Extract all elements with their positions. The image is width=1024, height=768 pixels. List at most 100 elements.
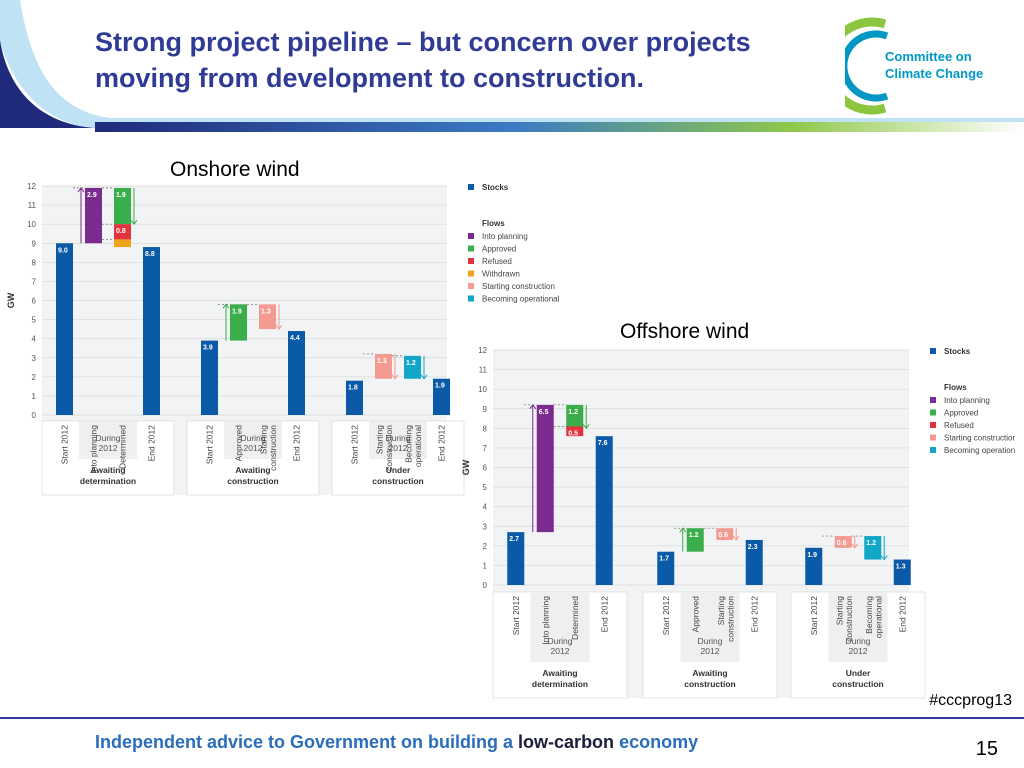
x-tick-label-line: End 2012 [292,425,302,462]
x-tick-label-line: construction [268,425,278,471]
x-tick-label: Start 2012 [809,596,819,635]
x-tick-label: End 2012 [292,425,302,462]
y-tick-label: 8 [32,258,37,267]
y-tick-label: 0 [483,581,488,590]
y-tick-label: 2 [32,373,37,382]
x-tick-label: End 2012 [437,425,447,462]
x-tick-label-line: Start 2012 [205,425,215,464]
legend-swatch [468,233,474,239]
group-name-label: Awaiting [90,465,125,475]
offshore-wind-chart: 0123456789101112GWDuring2012Awaitingdete… [461,346,1015,699]
tagline-part-3: economy [614,732,699,752]
during-band [79,421,137,459]
x-tick-label: Becomingoperational [404,425,424,467]
legend-swatch [930,447,936,453]
y-axis-label: GW [461,459,471,475]
stock-value-label: 1.8 [348,385,358,392]
stock-value-label: 8.8 [145,251,155,258]
x-tick-label-line: End 2012 [599,596,609,633]
x-tick-label-line: Start 2012 [809,596,819,635]
flow-value-label: 1.9 [232,308,242,315]
x-tick-label: End 2012 [599,596,609,633]
flow-arrowhead [851,543,859,549]
legend-item-label: Starting construction [482,282,555,291]
stock-value-label: 7.6 [598,440,608,447]
stock-value-label: 2.3 [748,544,758,551]
onshore-wind-chart: 0123456789101112GWDuring2012Awaitingdete… [6,182,560,496]
flow-value-label: 1.3 [377,358,387,365]
x-tick-label: Start 2012 [661,596,671,635]
group-during-label: During [95,433,120,443]
stock-bar [507,532,525,585]
flow-value-label: 1.9 [116,192,126,199]
y-tick-label: 6 [32,297,37,306]
flow-value-label: 1.2 [866,540,876,547]
legend-flows-label: Flows [944,383,967,392]
legend-swatch [930,409,936,416]
group-year-label: 2012 [551,646,570,656]
y-tick-label: 4 [483,503,488,512]
x-tick-label-line: End 2012 [437,425,447,462]
x-tick-label-line: construction [844,596,854,642]
stock-value-label: 1.7 [659,556,669,563]
x-tick-label-line: Into planning [89,425,99,474]
y-tick-label: 0 [32,411,37,420]
x-tick-label-line: Becoming [404,425,414,463]
x-tick-label: Becomingoperational [864,596,884,638]
x-tick-label-line: Into planning [540,596,550,645]
flow-arrowhead [420,374,428,380]
flow-value-label: 6.5 [539,409,549,416]
group-during-label: During [385,433,410,443]
y-tick-label: 10 [27,220,36,229]
x-tick-label-line: Starting [259,425,269,455]
stock-value-label: 1.9 [807,552,817,559]
y-tick-label: 3 [32,354,37,363]
logo-text: Committee on Climate Change [885,48,983,82]
legend-stocks-label: Stocks [944,347,971,356]
legend-item-label: Becoming operational [482,295,560,304]
stock-bar [805,547,823,585]
y-tick-label: 6 [483,464,488,473]
stock-value-label: 3.9 [203,345,213,352]
group-name-label: Awaiting [692,668,727,678]
x-tick-label-line: Approved [690,596,700,633]
legend-item-label: Approved [944,409,978,418]
x-tick-label: Determined [570,596,580,640]
x-tick-label: Into planning [540,596,550,645]
x-tick-label-line: operational [873,596,883,638]
legend-flows-label: Flows [482,219,505,228]
ccc-logo-icon [845,17,889,115]
stock-bar [433,378,450,415]
flow-value-label: 1.2 [406,360,416,367]
onshore-chart-title: Onshore wind [170,158,300,181]
flow-bar [536,404,554,533]
header-swoosh [0,0,1024,132]
stock-value-label: 2.7 [509,536,519,543]
tagline-part-2: low-carbon [518,732,615,752]
footer-divider [0,717,1024,719]
stock-bar [288,331,305,415]
y-tick-label: 1 [483,561,488,570]
x-tick-label: Startingconstruction [375,425,395,471]
y-tick-label: 11 [479,366,488,375]
x-tick-label: End 2012 [147,425,157,462]
flow-bar [404,355,421,379]
flow-arrowhead [130,219,138,226]
y-tick-label: 5 [483,483,488,492]
flow-value-label: 0.5 [568,430,578,437]
group-name-label: determination [532,679,588,689]
x-tick-label: Approved [690,596,700,633]
y-axis-label: GW [6,292,16,308]
y-tick-label: 10 [478,385,487,394]
group-name-label: Under [386,465,411,475]
x-tick-label: Start 2012 [350,425,360,464]
hashtag: #cccprog13 [929,692,1012,709]
x-tick-label-line: construction [725,596,735,642]
x-tick-label-line: Start 2012 [60,425,70,464]
tagline-part-1: Independent advice to Government on buil… [95,732,519,752]
y-tick-label: 5 [32,316,37,325]
group-during-label: During [845,636,870,646]
legend-item-label: Withdrawn [482,270,520,279]
y-tick-label: 9 [483,405,488,414]
x-tick-label-line: Determined [570,596,580,640]
